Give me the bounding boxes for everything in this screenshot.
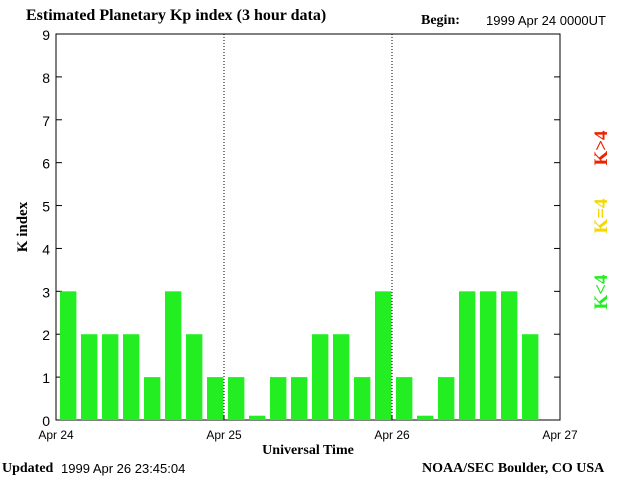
- kp-bar: [480, 291, 497, 420]
- x-tick-label: Apr 26: [374, 428, 410, 442]
- plot-frame: [55, 33, 561, 421]
- y-tick-label: 5: [42, 199, 50, 215]
- begin-label: Begin:: [421, 13, 460, 28]
- kp-bar: [438, 377, 455, 420]
- kp-bar: [375, 291, 392, 420]
- y-tick-label: 0: [42, 413, 50, 429]
- kp-bar: [60, 291, 77, 420]
- kp-bar: [249, 415, 266, 420]
- source-credit: NOAA/SEC Boulder, CO USA: [422, 461, 605, 476]
- legend-entry: K=4: [591, 198, 612, 234]
- kp-bar: [123, 334, 140, 420]
- kp-bar: [270, 377, 287, 420]
- y-tick-label: 2: [42, 327, 50, 343]
- y-tick-label: 3: [42, 284, 50, 300]
- kp-bar: [102, 334, 119, 420]
- y-tick-label: 8: [42, 70, 50, 86]
- y-tick-label: 4: [42, 241, 50, 257]
- kp-bar: [291, 377, 308, 420]
- kp-bar: [396, 377, 413, 420]
- x-tick-label: Apr 27: [542, 428, 578, 442]
- kp-bar: [417, 415, 434, 420]
- kp-bar: [501, 291, 518, 420]
- y-axis-label: K index: [15, 201, 31, 252]
- kp-bar: [207, 377, 224, 420]
- kp-bar: [81, 334, 98, 420]
- kp-bar: [522, 334, 539, 420]
- x-axis-label: Universal Time: [262, 443, 354, 458]
- x-tick-label: Apr 24: [38, 428, 74, 442]
- kp-bar: [459, 291, 476, 420]
- y-tick-label: 1: [42, 370, 50, 386]
- kp-bar: [144, 377, 161, 420]
- legend-entry: K>4: [591, 130, 612, 166]
- y-tick-label: 6: [42, 156, 50, 172]
- kp-bar: [186, 334, 203, 420]
- updated-value: 1999 Apr 26 23:45:04: [61, 461, 186, 476]
- updated-label: Updated: [2, 461, 54, 476]
- chart-title: Estimated Planetary Kp index (3 hour dat…: [26, 7, 327, 24]
- begin-value: 1999 Apr 24 0000UT: [486, 13, 606, 28]
- kp-bar: [333, 334, 350, 420]
- y-tick-label: 9: [42, 27, 50, 43]
- kp-bar: [228, 377, 245, 420]
- kp-bar: [354, 377, 371, 420]
- x-tick-label: Apr 25: [206, 428, 242, 442]
- legend-entry: K<4: [591, 274, 612, 310]
- y-tick-label: 7: [42, 113, 50, 129]
- kp-bar: [312, 334, 329, 420]
- kp-bar: [165, 291, 182, 420]
